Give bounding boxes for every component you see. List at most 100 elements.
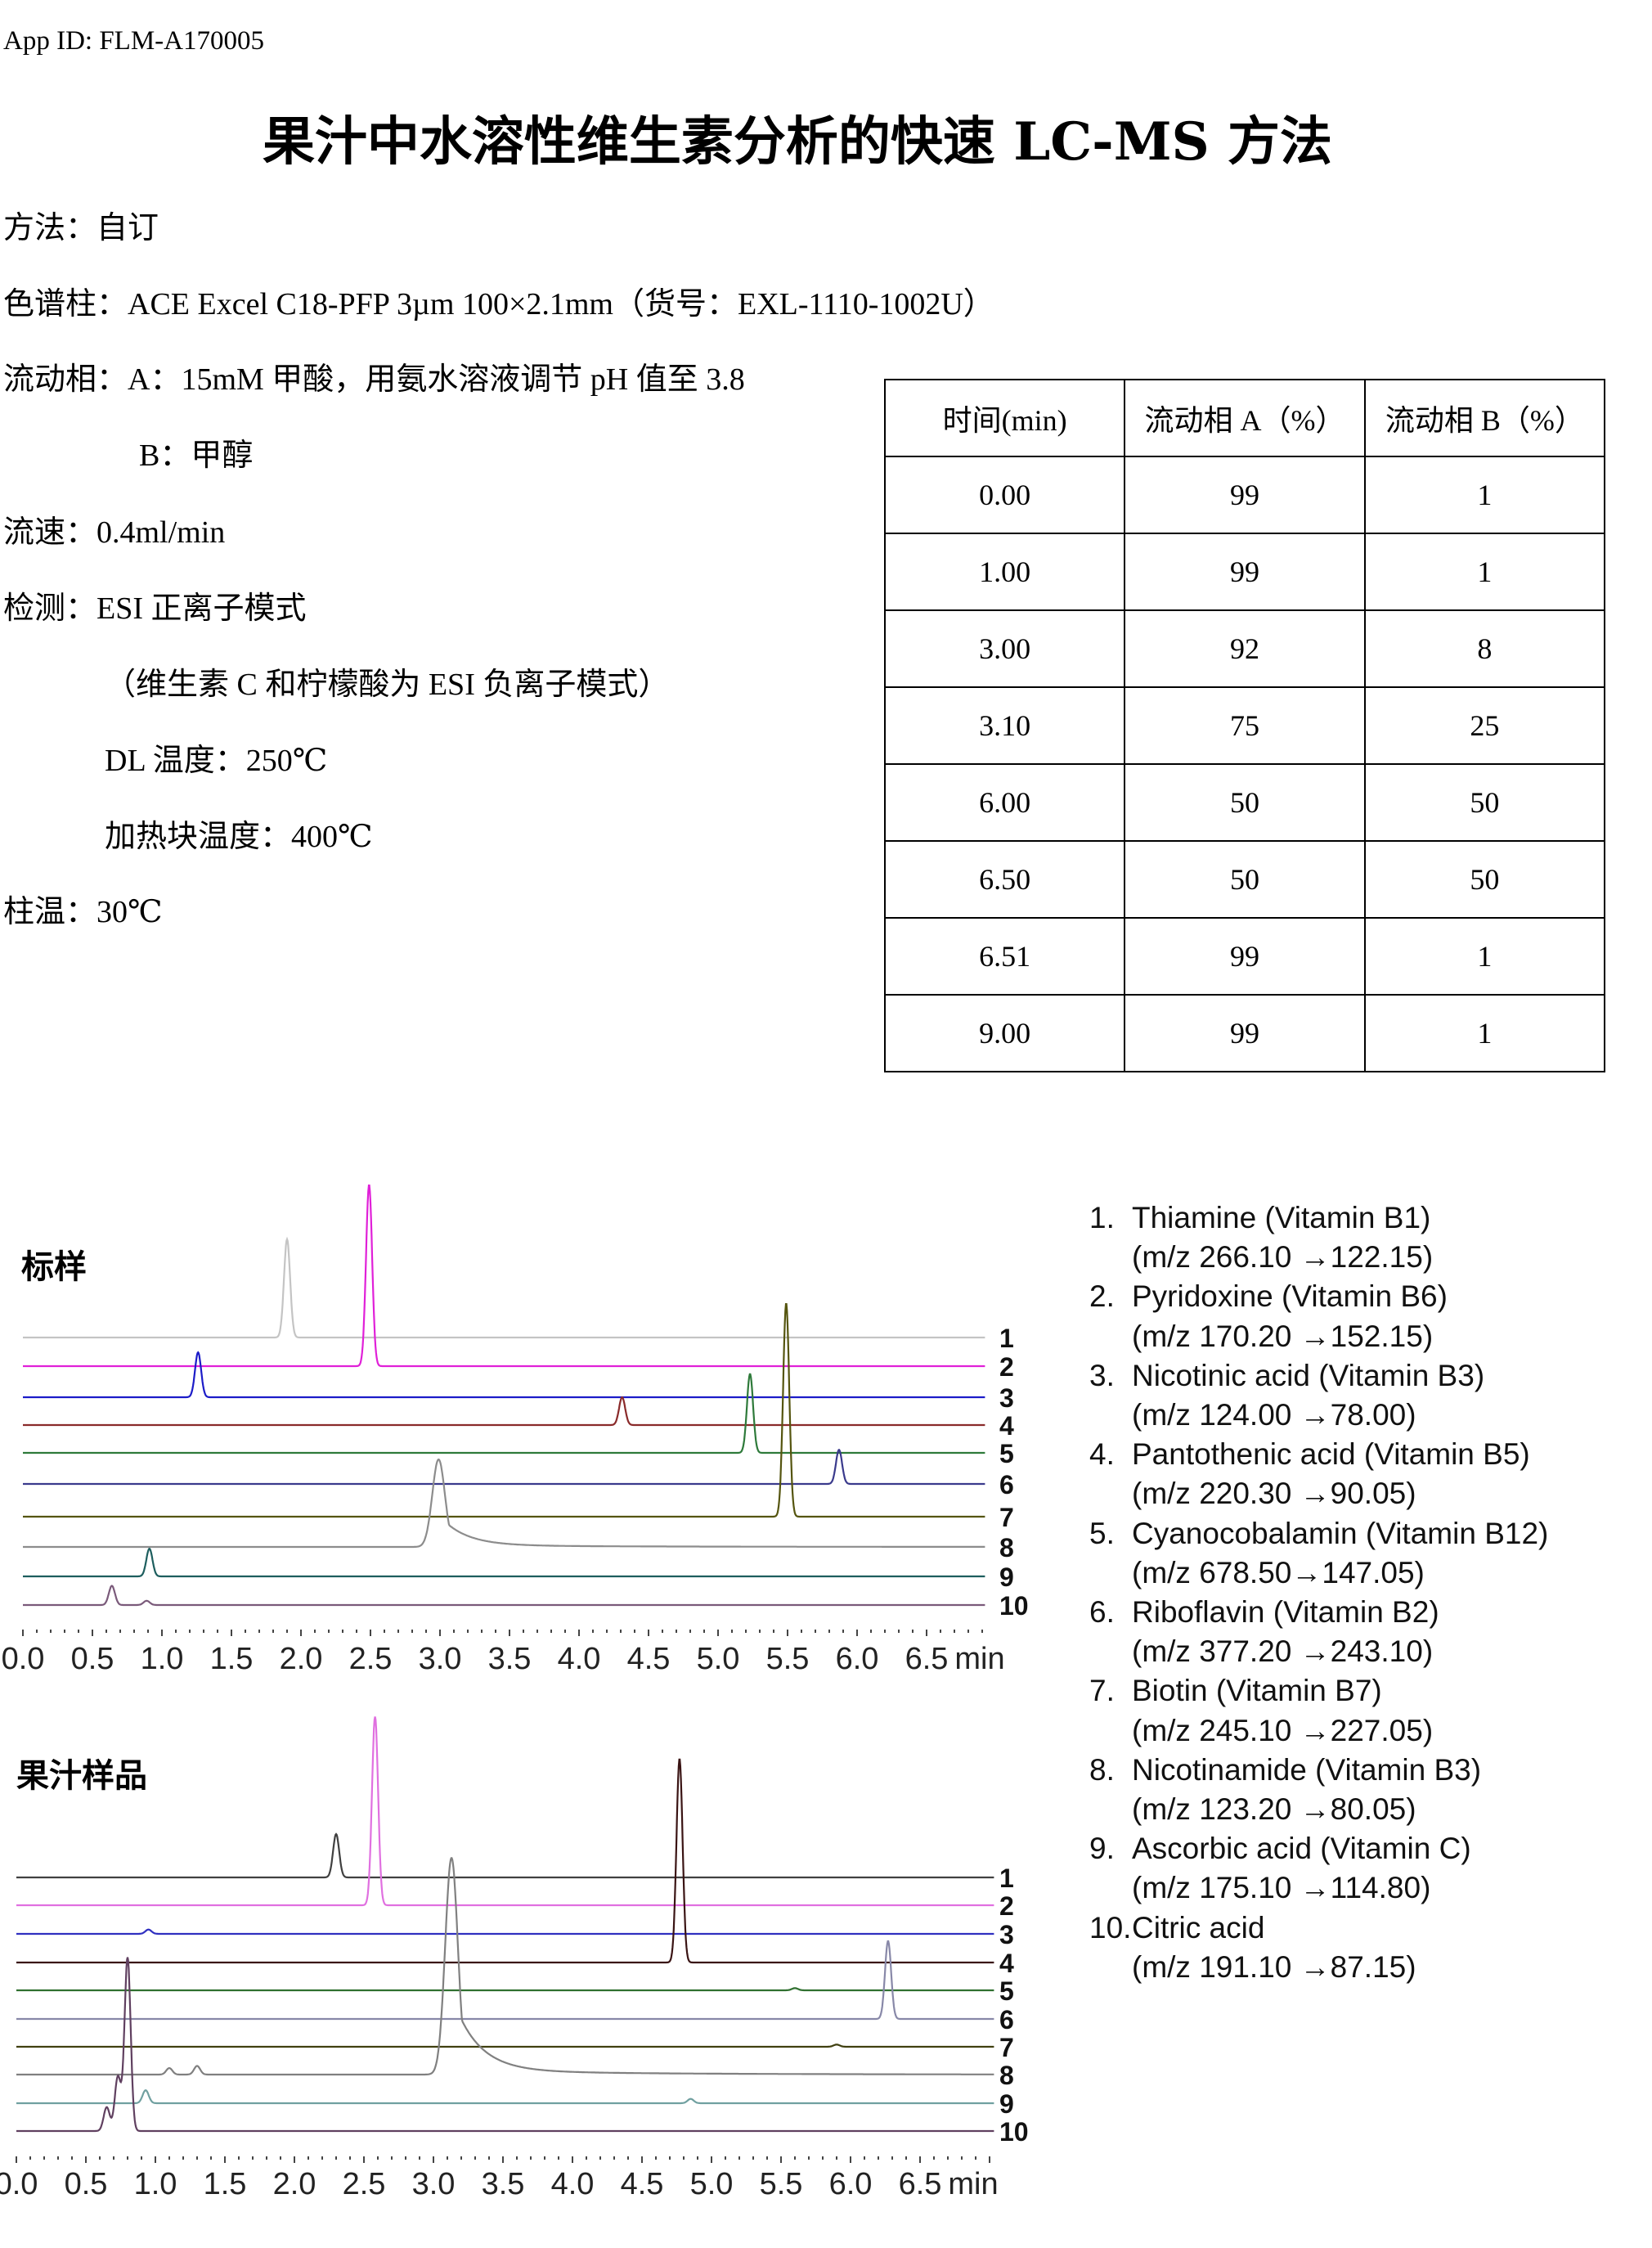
x-tick-label: 0.5 xyxy=(65,2167,108,2201)
table-row: 6.00 50 50 xyxy=(883,763,1606,842)
table-row: 0.00 99 1 xyxy=(883,456,1606,534)
x-tick-label: 2.5 xyxy=(343,2167,386,2201)
legend-item: 8. Nicotinamide (Vitamin B3) xyxy=(1089,1751,1548,1790)
cell-phase-b: 1 xyxy=(1363,994,1606,1072)
legend-compound: Biotin (Vitamin B7) xyxy=(1132,1674,1382,1708)
trace-label: 1 xyxy=(999,1324,1014,1353)
legend-compound: Citric acid xyxy=(1132,1910,1265,1945)
trace-10 xyxy=(23,1585,985,1607)
legend-compound: Cyanocobalamin (Vitamin B12) xyxy=(1132,1516,1549,1550)
legend-item: 7. Biotin (Vitamin B7) xyxy=(1089,1671,1548,1711)
column-temp-line: 柱温：30℃ xyxy=(3,895,163,929)
flow-line: 流速：0.4ml/min xyxy=(3,515,226,550)
legend-number: 7. xyxy=(1089,1674,1115,1708)
legend-item: 9. Ascorbic acid (Vitamin C) xyxy=(1089,1829,1548,1868)
x-tick-label: 4.0 xyxy=(551,2167,595,2201)
legend-item: 3. Nicotinic acid (Vitamin B3) xyxy=(1089,1356,1548,1396)
chart-title: 标样 xyxy=(21,1248,87,1286)
cell-phase-a: 99 xyxy=(1124,917,1366,996)
x-tick-label: 3.5 xyxy=(488,1642,532,1676)
trace-label: 8 xyxy=(999,1533,1014,1562)
legend-item: 6. Riboflavin (Vitamin B2) xyxy=(1089,1593,1548,1632)
legend-number: 9. xyxy=(1089,1832,1115,1866)
legend-mz: (m/z 678.50→147.05) xyxy=(1132,1555,1425,1589)
trace-8 xyxy=(16,1857,994,2076)
trace-6 xyxy=(16,1940,994,2021)
x-tick-label: 2.0 xyxy=(280,1642,323,1676)
legend-item: 1. Thiamine (Vitamin B1) xyxy=(1089,1198,1548,1238)
trace-label: 10 xyxy=(999,2117,1029,2147)
x-tick-label: 1.0 xyxy=(134,2167,177,2201)
cell-time: 1.00 xyxy=(883,533,1126,611)
trace-label: 5 xyxy=(999,1976,1014,2006)
cell-time: 6.50 xyxy=(883,840,1126,919)
trace-label: 4 xyxy=(999,1949,1014,1978)
trace-label: 3 xyxy=(999,1920,1014,1949)
x-tick-label: 3.5 xyxy=(482,2167,525,2201)
cell-phase-a: 99 xyxy=(1124,456,1366,534)
legend-mz: (m/z 175.10 →114.80) xyxy=(1132,1871,1431,1905)
trace-2 xyxy=(16,1716,994,1907)
cell-time: 9.00 xyxy=(883,994,1126,1072)
cell-phase-a: 99 xyxy=(1124,994,1366,1072)
legend-mz: (m/z 124.00 →78.00) xyxy=(1132,1398,1416,1432)
chart-title: 果汁样品 xyxy=(16,1757,147,1795)
x-tick-label: 5.5 xyxy=(766,1642,810,1676)
table-header-row: 时间(min) 流动相 A（%） 流动相 B（%） xyxy=(883,379,1606,457)
x-tick-label: 4.0 xyxy=(558,1642,601,1676)
header-phase-a: 流动相 A（%） xyxy=(1124,379,1366,457)
x-tick-label: 3.0 xyxy=(412,2167,456,2201)
x-axis-unit: min xyxy=(948,2167,998,2201)
trace-label: 5 xyxy=(999,1439,1014,1468)
table-row: 9.00 99 1 xyxy=(883,994,1606,1072)
trace-5 xyxy=(23,1373,985,1454)
trace-label: 8 xyxy=(999,2061,1014,2090)
x-tick-label: 0.0 xyxy=(0,2167,38,2201)
header-phase-b: 流动相 B（%） xyxy=(1363,379,1606,457)
x-tick-label: 5.0 xyxy=(690,2167,734,2201)
x-tick-label: 4.5 xyxy=(621,2167,664,2201)
cell-time: 6.51 xyxy=(883,917,1126,996)
x-tick-label: 6.5 xyxy=(905,1642,949,1676)
trace-label: 2 xyxy=(999,1352,1014,1382)
method-line: 方法：自订 xyxy=(3,211,159,245)
trace-5 xyxy=(16,1987,994,1992)
trace-label: 10 xyxy=(999,1591,1029,1621)
trace-2 xyxy=(23,1185,985,1368)
legend-compound: Nicotinamide (Vitamin B3) xyxy=(1132,1752,1482,1787)
trace-1 xyxy=(23,1236,985,1339)
legend-item: 4. Pantothenic acid (Vitamin B5) xyxy=(1089,1435,1548,1474)
cell-phase-b: 1 xyxy=(1363,456,1606,534)
trace-label: 1 xyxy=(999,1864,1014,1893)
gradient-table: 时间(min) 流动相 A（%） 流动相 B（%） 0.00 99 1 1.00 99 1… xyxy=(883,379,1606,1072)
cell-phase-b: 1 xyxy=(1363,917,1606,996)
trace-label: 2 xyxy=(999,1891,1014,1921)
dl-temp-line: DL 温度：250℃ xyxy=(105,744,328,778)
detection-line: 检测：ESI 正离子模式 xyxy=(3,591,307,626)
detection-note-line: （维生素 C 和柠檬酸为 ESI 负离子模式） xyxy=(105,668,670,702)
legend-compound: Ascorbic acid (Vitamin C) xyxy=(1132,1832,1471,1866)
cell-phase-b: 8 xyxy=(1363,609,1606,688)
legend-compound: Pantothenic acid (Vitamin B5) xyxy=(1132,1437,1530,1472)
cell-time: 0.00 xyxy=(883,456,1126,534)
x-tick-label: 1.5 xyxy=(210,1642,254,1676)
legend-compound: Pyridoxine (Vitamin B6) xyxy=(1132,1279,1448,1314)
table-row: 1.00 99 1 xyxy=(883,533,1606,611)
legend-mz: (m/z 245.10 →227.05) xyxy=(1132,1713,1434,1747)
table-row: 3.00 92 8 xyxy=(883,609,1606,688)
x-tick-label: 6.0 xyxy=(829,2167,873,2201)
header-time: 时间(min) xyxy=(883,379,1126,457)
legend-compound: Nicotinic acid (Vitamin B3) xyxy=(1132,1358,1485,1392)
mobile-phase-b-line: B：甲醇 xyxy=(139,438,254,473)
trace-label: 6 xyxy=(999,1470,1014,1499)
x-tick-label: 3.0 xyxy=(419,1642,462,1676)
legend-number: 4. xyxy=(1089,1437,1115,1472)
cell-phase-a: 75 xyxy=(1124,686,1366,765)
trace-6 xyxy=(23,1449,985,1486)
x-tick-label: 5.5 xyxy=(760,2167,803,2201)
x-axis-unit: min xyxy=(954,1642,1004,1676)
trace-1 xyxy=(16,1832,994,1879)
page-title: 果汁中水溶性维生素分析的快速 LC-MS 方法 xyxy=(262,111,1333,173)
